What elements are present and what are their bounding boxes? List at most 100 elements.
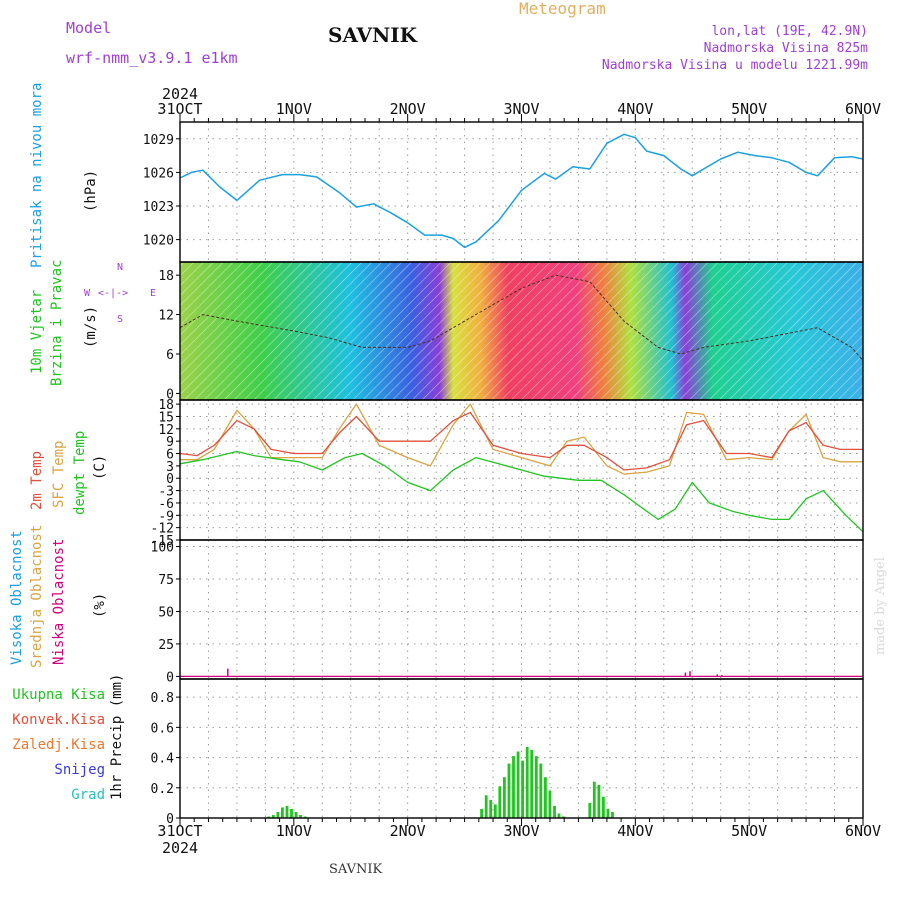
precip-bar — [303, 816, 307, 818]
bottom-time-label: 5NOV — [731, 822, 767, 840]
precip-bar — [299, 815, 302, 818]
bottom-time-label: 6NOV — [845, 822, 881, 840]
lonlat-info: lon,lat (19E, 42.9N) — [711, 24, 868, 39]
precip-legend-snow: Snijeg — [54, 762, 105, 778]
pressure-ytick-label: 1029 — [143, 133, 174, 148]
precip-bar — [281, 807, 284, 818]
top-time-label: 6NOV — [845, 100, 881, 118]
temperature-ytick-label: 6 — [166, 448, 174, 463]
precip-bar — [597, 784, 601, 818]
precip-bar — [562, 816, 565, 818]
bottom-time-label: 1NOV — [276, 822, 312, 840]
clouds-ytick-label: 50 — [158, 605, 174, 620]
clouds-ytick-label: 25 — [158, 638, 174, 653]
model-label: Model — [66, 19, 112, 37]
bottom-time-label: 4NOV — [617, 822, 653, 840]
clouds-ytick-label: 0 — [166, 670, 174, 685]
precip-legend-total: Ukupna Kisa — [12, 687, 105, 703]
compass-w: W — [84, 288, 91, 299]
wind-speed-line — [179, 274, 864, 361]
precip-ytick-label: 0 — [166, 812, 174, 827]
precip-bar — [521, 760, 524, 818]
temperature-ytick-label: 12 — [158, 423, 174, 438]
temperature-ytick-label: 0 — [166, 472, 174, 487]
precip-bar — [493, 804, 497, 818]
precip-ytick-label: 0.6 — [151, 721, 174, 736]
precip-bar — [557, 813, 561, 818]
temperature-ytick-label: 18 — [158, 398, 174, 413]
precip-bar — [539, 763, 543, 818]
precip-bar — [588, 802, 592, 818]
dewpt-temp-line — [179, 450, 864, 533]
precip-bar — [602, 796, 605, 818]
precip-bar — [507, 763, 511, 818]
precip-bar — [525, 747, 529, 818]
meteogram-title: Meteogram — [519, 0, 606, 18]
precip-bar — [480, 808, 483, 818]
precip-bar — [548, 790, 552, 818]
precip-bar — [267, 816, 271, 818]
top-time-label: 5NOV — [731, 100, 767, 118]
wind-ytick-label: 18 — [158, 269, 174, 284]
wind-ytick-label: 0 — [166, 387, 174, 402]
precip-legend-conv: Konvek.Kisa — [12, 712, 105, 728]
elevation-info: Nadmorska Visina 825m — [703, 41, 868, 56]
precip-bar — [285, 805, 289, 818]
precip-bar — [294, 812, 298, 818]
precip-bar — [276, 812, 280, 818]
wind-barb-hatch — [180, 262, 863, 400]
top-time-label: 2NOV — [390, 100, 426, 118]
temperature-ytick-label: 9 — [166, 435, 174, 450]
temperature-ytick-label: 3 — [166, 460, 174, 475]
top-time-label: 4NOV — [617, 100, 653, 118]
model-name: wrf-nmm_v3.9.1 e1km — [66, 49, 238, 67]
precip-bar — [484, 795, 488, 818]
compass-n: N — [117, 262, 124, 273]
top-year-label: 2024 — [162, 85, 198, 103]
bottom-time-label: 31OCT — [157, 822, 202, 840]
precip-bar — [503, 777, 506, 818]
bottom-year-label: 2024 — [162, 839, 198, 857]
bottom-time-label: 2NOV — [390, 822, 426, 840]
top-time-label: 1NOV — [276, 100, 312, 118]
precip-bar — [606, 808, 610, 818]
temp-2m-line — [179, 411, 863, 471]
temperature-ytick-label: 15 — [158, 410, 174, 425]
pressure-ytick-label: 1026 — [143, 166, 174, 181]
precip-ytick-label: 0.2 — [151, 782, 174, 797]
pressure-line — [179, 133, 864, 249]
pressure-ytick-label: 1020 — [143, 234, 174, 249]
compass-arrows: <-|-> — [98, 288, 129, 299]
clouds-ytick-label: 75 — [158, 573, 174, 588]
temperature-ytick-label: -15 — [151, 534, 174, 549]
wind-ytick-label: 12 — [158, 309, 174, 324]
temperature-ytick-label: -12 — [151, 522, 174, 537]
precip-bar — [592, 781, 596, 818]
pressure-ytick-label: 1023 — [143, 200, 174, 215]
precip-bar — [530, 750, 534, 818]
wind-ytick-label: 6 — [166, 348, 174, 363]
temperature-ytick-label: -6 — [158, 497, 174, 512]
precip-bar — [271, 815, 275, 818]
precip-bar — [498, 786, 502, 818]
precip-bar — [290, 808, 293, 818]
precip-bar — [489, 799, 493, 818]
precip-bar — [512, 756, 515, 818]
temperature-ytick-label: -3 — [158, 485, 174, 500]
precip-legend-hail: Grad — [71, 787, 105, 803]
clouds-ytick-label: 100 — [151, 540, 174, 555]
precip-ytick-label: 0.4 — [151, 752, 175, 767]
compass-s: S — [117, 314, 124, 325]
precip-bar — [516, 751, 520, 818]
precip-bar — [534, 756, 538, 818]
top-time-label: 31OCT — [157, 100, 202, 118]
precip-bar — [553, 805, 556, 818]
temperature-ytick-label: -9 — [158, 509, 174, 524]
top-time-label: 3NOV — [503, 100, 539, 118]
precip-bar — [611, 812, 614, 818]
model-elevation-info: Nadmorska Visina u modelu 1221.99m — [601, 58, 868, 73]
precip-bar — [544, 777, 547, 818]
precip-ytick-label: 0.8 — [151, 691, 174, 706]
bottom-time-label: 3NOV — [503, 822, 539, 840]
